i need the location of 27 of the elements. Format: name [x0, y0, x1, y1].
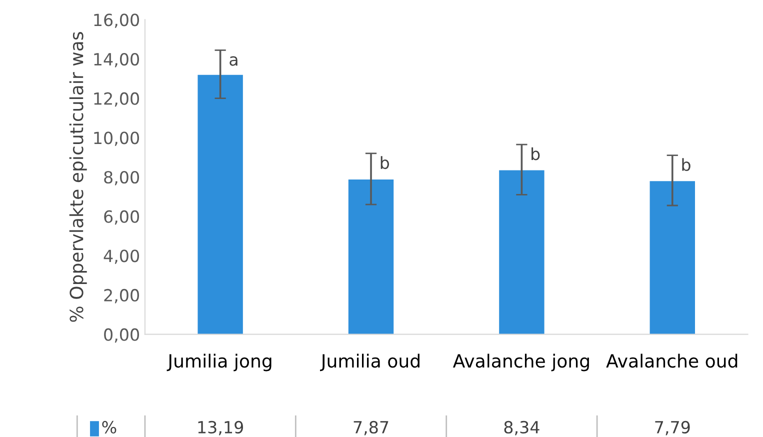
- data-label: 7,87: [354, 420, 388, 436]
- annotation: b: [682, 158, 690, 172]
- bar: [198, 74, 243, 334]
- y-tick-label: 8,00: [104, 170, 139, 186]
- bar: [650, 181, 695, 334]
- data-label: 7,79: [655, 420, 690, 436]
- x-tick-label: Jumilia jong: [166, 354, 272, 372]
- y-tick-label: 16,00: [94, 14, 139, 28]
- y-tick-label: 12,00: [94, 92, 139, 107]
- x-tick-label: Jumilia oud: [320, 354, 420, 372]
- y-tick-label: 4,00: [104, 250, 139, 264]
- y-tick-label: 0,00: [104, 328, 139, 343]
- y-tick-label: 2,00: [104, 288, 139, 304]
- annotation: b: [532, 147, 540, 160]
- annotation: b: [380, 156, 390, 170]
- data-label: 13,19: [198, 420, 243, 436]
- annotation: a: [230, 56, 238, 66]
- y-tick-label: 10,00: [94, 132, 139, 146]
- x-tick-label: Avalanche oud: [606, 354, 738, 368]
- bar: [499, 170, 544, 334]
- y-tick-label: 14,00: [94, 52, 139, 68]
- data-label: 8,34: [504, 420, 540, 436]
- y-tick-label: 6,00: [104, 210, 139, 225]
- y-axis-title: % Oppervlakte epicuticulair was: [69, 32, 87, 322]
- bar: [348, 180, 394, 334]
- x-tick-label: Avalanche jong: [452, 354, 589, 372]
- legend-label: %: [102, 420, 116, 434]
